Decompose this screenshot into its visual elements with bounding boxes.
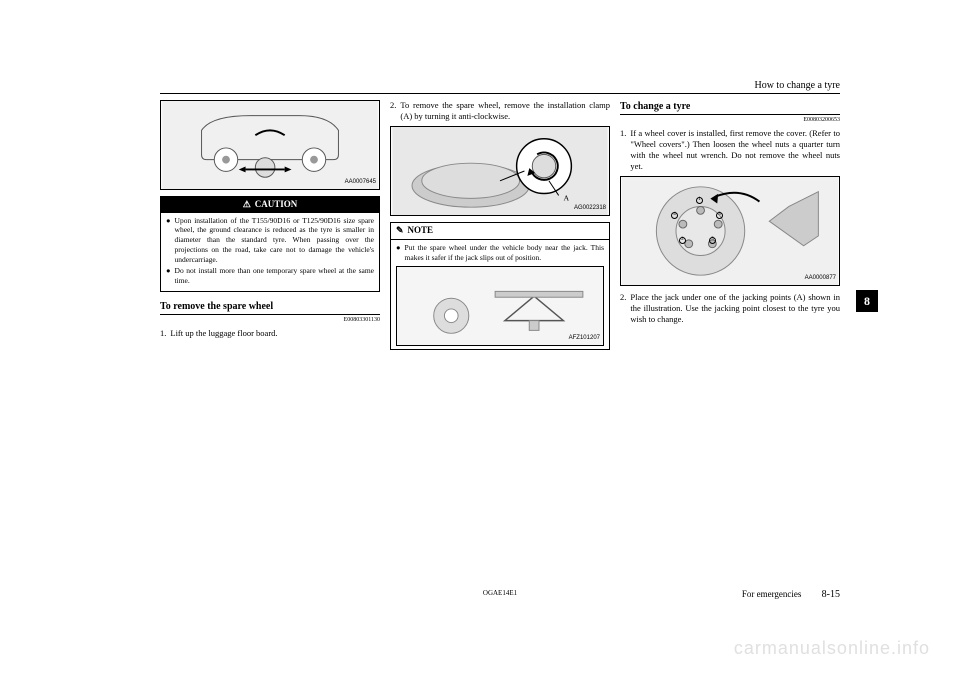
figure-spare-install: AA0007645 [160, 100, 380, 190]
caution-header: ⚠ CAUTION [161, 197, 379, 213]
column-1: AA0007645 ⚠ CAUTION ● Upon installation … [160, 100, 380, 356]
figure-code: AFZ101207 [569, 335, 600, 343]
bullet-icon: ● [396, 243, 401, 263]
page-footer: OGAE14E1 For emergencies 8-15 [160, 589, 840, 600]
step-text: Place the jack under one of the jacking … [630, 292, 840, 325]
figure-code: AA0000877 [805, 275, 836, 283]
figure-clamp: A AG0022318 [390, 126, 610, 216]
note-header: ✎ NOTE [391, 223, 609, 240]
bullet-icon: ● [166, 266, 171, 286]
lug-label: 2 [679, 237, 686, 244]
note-label: NOTE [408, 225, 434, 237]
figure-code: AG0022318 [574, 205, 606, 213]
footer-section: For emergencies 8-15 [742, 589, 840, 600]
column-2: 2. To remove the spare wheel, remove the… [390, 100, 610, 356]
step-number: 1. [160, 328, 166, 339]
jack-position-icon [397, 267, 603, 345]
lug-label: 1 [696, 197, 703, 204]
note-item: ● Put the spare wheel under the vehicle … [396, 243, 604, 263]
step-1: 1. Lift up the luggage floor board. [160, 328, 380, 339]
page-header-title: How to change a tyre [160, 80, 840, 94]
lug-label: 3 [716, 212, 723, 219]
doc-code: OGAE14E1 [483, 589, 517, 597]
section-ref-code: E00803200653 [620, 117, 840, 125]
step-2: 2. To remove the spare wheel, remove the… [390, 100, 610, 122]
note-body: ● Put the spare wheel under the vehicle … [391, 240, 609, 350]
content-columns: AA0007645 ⚠ CAUTION ● Upon installation … [160, 100, 840, 356]
step-number: 2. [620, 292, 626, 325]
figure-code: AA0007645 [345, 179, 376, 187]
caution-text: Upon installation of the T155/90D16 or T… [175, 216, 374, 265]
caution-text: Do not install more than one temporary s… [175, 266, 374, 286]
watermark: carmanualsonline.info [734, 638, 930, 659]
step-text: To remove the spare wheel, remove the in… [400, 100, 610, 122]
warning-icon: ⚠ [243, 199, 251, 211]
note-box: ✎ NOTE ● Put the spare wheel under the v… [390, 222, 610, 350]
figure-lugnuts: 1 2 3 4 5 AA0000877 [620, 176, 840, 286]
step-number: 2. [390, 100, 396, 122]
caution-item: ● Do not install more than one temporary… [166, 266, 374, 286]
lug-label: 4 [671, 212, 678, 219]
step-number: 1. [620, 128, 626, 172]
chapter-tab: 8 [856, 290, 878, 312]
step-1: 1. If a wheel cover is installed, first … [620, 128, 840, 172]
note-icon: ✎ [396, 225, 404, 237]
lugnut-order-icon [621, 177, 839, 285]
column-3: To change a tyre E00803200653 1. If a wh… [620, 100, 840, 356]
spare-clamp-icon: A [391, 127, 609, 215]
step-2: 2. Place the jack under one of the jacki… [620, 292, 840, 325]
figure-jack-position: AFZ101207 [396, 266, 604, 346]
car-illustration-icon [161, 101, 379, 189]
caution-body: ● Upon installation of the T155/90D16 or… [161, 213, 379, 291]
caution-item: ● Upon installation of the T155/90D16 or… [166, 216, 374, 265]
section-ref-code: E00803301130 [160, 317, 380, 325]
section-title-remove: To remove the spare wheel [160, 300, 380, 315]
page-number: 8-15 [822, 589, 840, 600]
section-title-change: To change a tyre [620, 100, 840, 115]
lug-label: 5 [709, 237, 716, 244]
note-text: Put the spare wheel under the vehicle bo… [405, 243, 604, 263]
caution-box: ⚠ CAUTION ● Upon installation of the T15… [160, 196, 380, 292]
section-name: For emergencies [742, 589, 802, 599]
step-text: If a wheel cover is installed, first rem… [630, 128, 840, 172]
step-text: Lift up the luggage floor board. [170, 328, 277, 339]
caution-label: CAUTION [255, 199, 298, 211]
svg-text:A: A [564, 193, 570, 202]
manual-page: How to change a tyre AA0007645 [160, 80, 840, 610]
bullet-icon: ● [166, 216, 171, 265]
